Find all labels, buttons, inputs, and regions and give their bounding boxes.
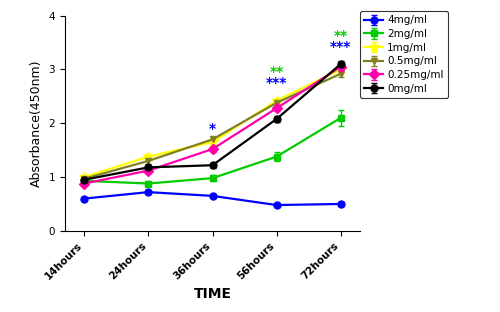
- Text: ***: ***: [266, 76, 287, 90]
- X-axis label: TIME: TIME: [194, 287, 232, 301]
- Y-axis label: Absorbance(450nm): Absorbance(450nm): [30, 60, 43, 187]
- Legend: 4mg/ml, 2mg/ml, 1mg/ml, 0.5mg/ml, 0.25mg/ml, 0mg/ml: 4mg/ml, 2mg/ml, 1mg/ml, 0.5mg/ml, 0.25mg…: [360, 11, 448, 98]
- Text: *: *: [209, 122, 216, 136]
- Text: ***: ***: [330, 40, 351, 54]
- Text: **: **: [334, 28, 348, 42]
- Text: **: **: [270, 65, 284, 79]
